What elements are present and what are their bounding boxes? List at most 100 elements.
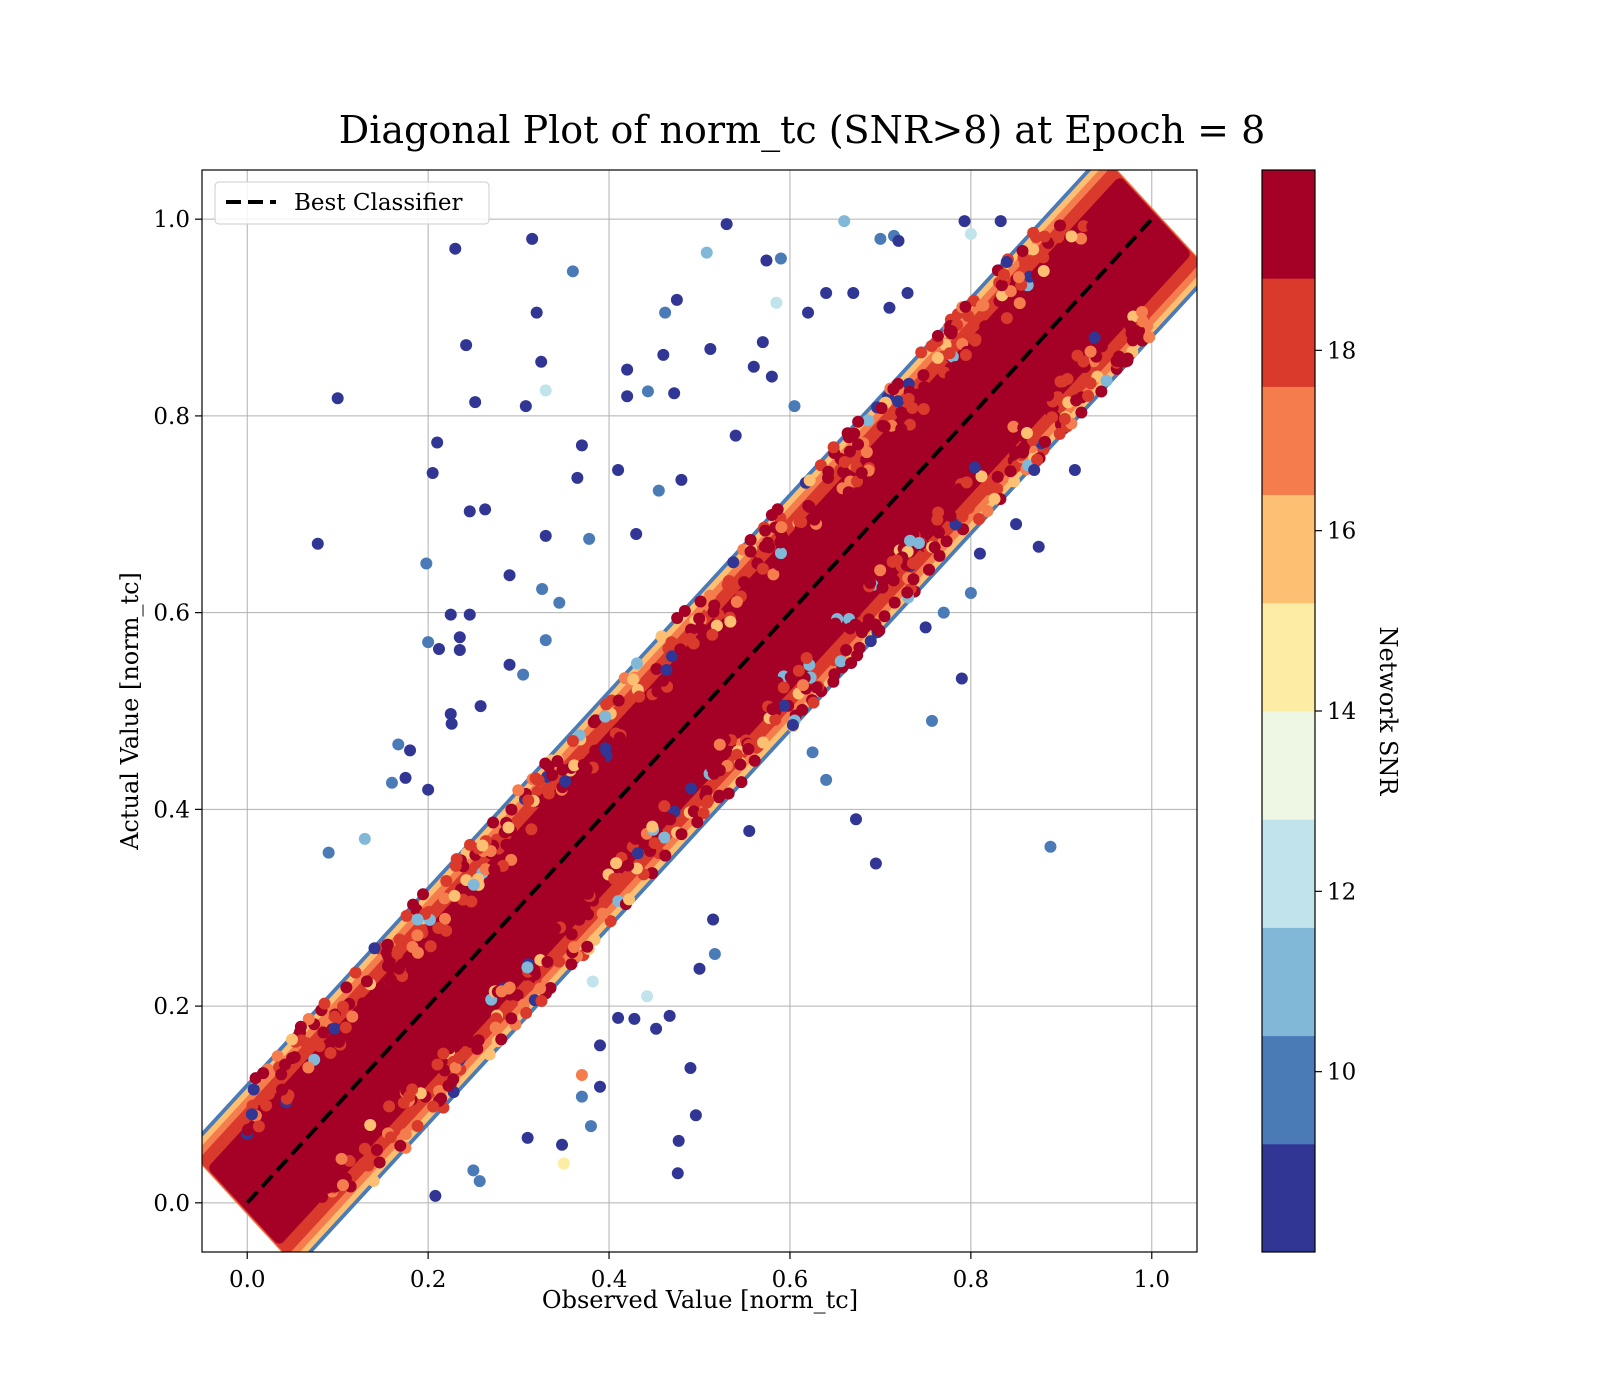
band-edge-point — [440, 874, 453, 887]
band-edge-point — [1082, 389, 1095, 402]
band-edge-point — [943, 347, 956, 360]
colorbar-bin — [1262, 386, 1315, 496]
scatter-point — [628, 1012, 641, 1025]
scatter-point — [575, 439, 588, 452]
band-edge-point — [613, 872, 626, 885]
scatter-point — [671, 1167, 684, 1180]
band-edge-point — [962, 501, 975, 514]
band-edge-point — [373, 1156, 386, 1169]
band-edge-point — [622, 859, 635, 872]
band-edge-point — [565, 928, 578, 941]
band-edge-point — [435, 1092, 448, 1105]
band-edge-point — [556, 763, 569, 776]
scatter-point — [453, 631, 466, 644]
band-edge-point — [1000, 312, 1013, 325]
x-tick-label: 0.0 — [229, 1267, 266, 1293]
band-edge-point — [852, 415, 865, 428]
band-edge-point — [604, 915, 617, 928]
band-edge-point — [646, 820, 659, 833]
scatter-point — [869, 857, 882, 870]
scatter-point — [586, 975, 599, 988]
band-edge-point — [362, 1159, 375, 1172]
band-edge-point — [671, 612, 684, 625]
band-edge-point — [845, 656, 858, 669]
band-edge-point — [1031, 453, 1044, 466]
scatter-point — [729, 429, 742, 442]
band-edge-point — [1004, 465, 1017, 478]
band-edge-point — [1095, 340, 1108, 353]
scatter-point — [684, 1062, 697, 1075]
band-edge-point — [581, 887, 594, 900]
chart-title: Diagonal Plot of norm_tc (SNR>8) at Epoc… — [339, 108, 1266, 153]
scatter-point — [444, 707, 457, 720]
band-edge-point — [997, 268, 1010, 281]
band-edge-point — [381, 949, 394, 962]
outlier-points — [311, 215, 1081, 1202]
band-edge-point — [834, 655, 847, 668]
band-edge-point — [650, 662, 663, 675]
band-edge-point — [500, 838, 513, 851]
band-edge-point — [742, 742, 755, 755]
band-edge-point — [1046, 411, 1059, 424]
scatter-point — [445, 717, 458, 730]
scatter-point — [806, 746, 819, 759]
band-edge-point — [1136, 315, 1149, 328]
band-edge-point — [596, 907, 609, 920]
band-edge-point — [775, 521, 788, 534]
band-edge-point — [531, 785, 544, 798]
band-edge-point — [890, 554, 903, 567]
band-edge-point — [959, 300, 972, 313]
band-edge-point — [744, 534, 757, 547]
band-edge-point — [952, 483, 965, 496]
band-edge-point — [488, 863, 501, 876]
band-edge-point — [1065, 230, 1078, 243]
band-edge-point — [713, 791, 726, 804]
band-edge-point — [381, 938, 394, 951]
scatter-point — [575, 1090, 588, 1103]
scatter-point — [720, 218, 733, 231]
band-edge-point — [944, 509, 957, 522]
scatter-point — [399, 771, 412, 784]
band-edge-point — [878, 610, 891, 623]
band-edge-point — [892, 377, 905, 390]
band-edge-point — [853, 641, 866, 654]
band-edge-point — [349, 966, 362, 979]
band-edge-point — [1016, 245, 1029, 258]
band-edge-point — [979, 320, 992, 333]
band-edge-point — [417, 888, 430, 901]
band-edge-point — [321, 1181, 334, 1194]
scatter-point — [404, 744, 417, 757]
band-edge-point — [581, 940, 594, 953]
band-edge-point — [438, 892, 451, 905]
band-edge-point — [724, 615, 737, 628]
band-edge-point — [991, 470, 1004, 483]
scatter-point — [432, 643, 445, 656]
scatter-point — [503, 569, 516, 582]
band-edge-point — [262, 1088, 275, 1101]
scatter-point — [479, 503, 492, 516]
band-edge-point — [678, 604, 691, 617]
band-edge-point — [808, 513, 821, 526]
band-edge-point — [837, 465, 850, 478]
band-edge-point — [627, 673, 640, 686]
scatter-point — [994, 215, 1007, 228]
band-edge-point — [807, 696, 820, 709]
band-edge-point — [895, 422, 908, 435]
band-edge-point — [875, 402, 888, 415]
scatter-point — [973, 547, 986, 560]
band-edge-point — [686, 767, 699, 780]
y-tick-label: 0.6 — [153, 601, 190, 627]
band-edge-point — [707, 605, 720, 618]
band-edge-point — [301, 1037, 314, 1050]
band-edge-point — [975, 470, 988, 483]
scatter-point — [1068, 464, 1081, 477]
band-edge-point — [448, 889, 461, 902]
scatter-point — [704, 343, 717, 356]
scatter-point — [536, 583, 549, 596]
band-edge-point — [628, 718, 641, 731]
band-edge-point — [461, 1023, 474, 1036]
band-edge-point — [1002, 435, 1015, 448]
scatter-point — [431, 436, 444, 449]
scatter-point — [539, 529, 552, 542]
band-edge-point — [1136, 305, 1149, 318]
